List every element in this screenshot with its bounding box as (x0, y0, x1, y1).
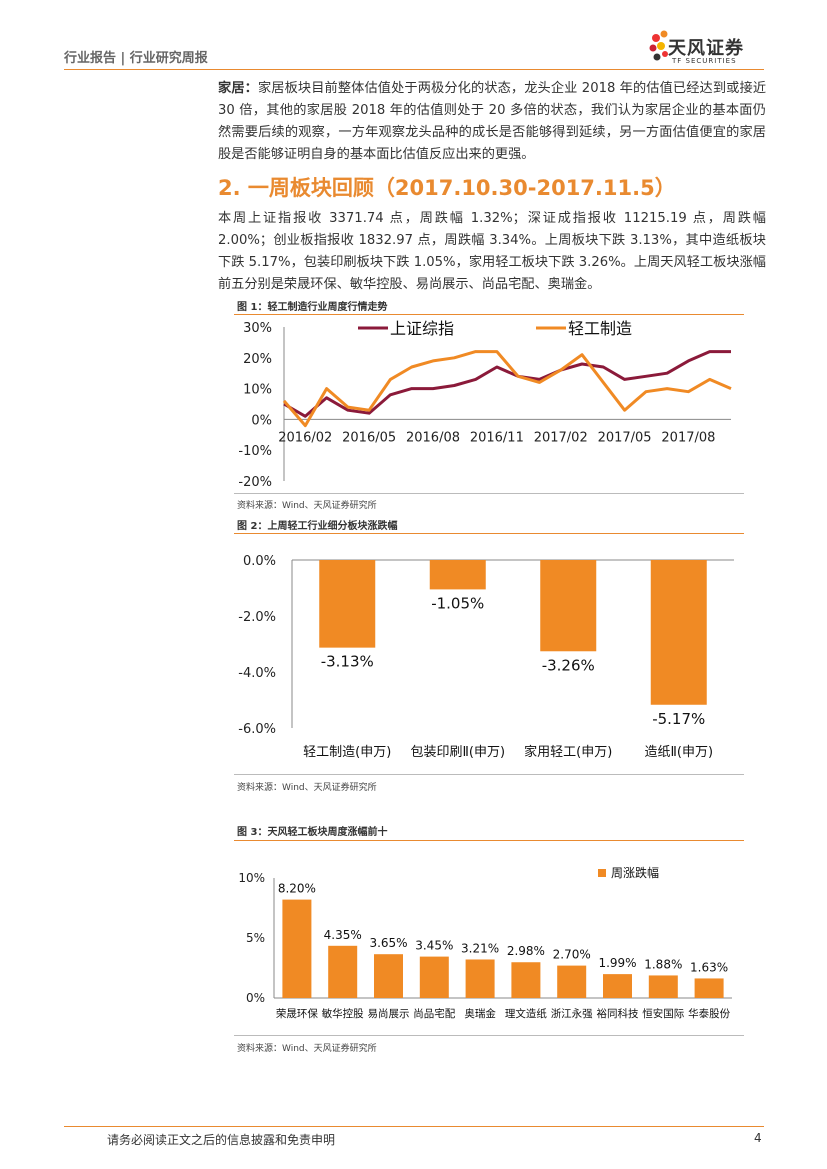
figure-1-title: 图 1：轻工制造行业周度行情走势 (237, 302, 388, 313)
x-category-label: 华泰股份 (688, 1007, 730, 1020)
intro-text: 家居板块目前整体估值处于两极分化的状态，龙头企业 2018 年的估值已经达到或接… (218, 81, 767, 162)
bar (319, 560, 376, 648)
data-label: 2.70% (553, 948, 591, 962)
x-category-label: 理文造纸 (505, 1007, 547, 1020)
data-label: 3.45% (415, 939, 453, 953)
bar (511, 962, 541, 998)
x-tick-label: 2017/02 (534, 430, 588, 445)
top-ten-bar-chart: 10% 5% 0% 8.20% 荣晟环保 4.35% 敏华控股 3.65% 易尚展示 3.45% 尚… (238, 865, 732, 1020)
data-label: -1.05% (431, 594, 484, 612)
footer-disclaimer: 请务必阅读正文之后的信息披露和免责申明 (107, 1133, 336, 1147)
figure-3-bottom-rule (234, 1035, 744, 1036)
x-category-label: 奥瑞金 (464, 1007, 496, 1020)
figure-3-source: 资料来源：Wind、天风证券研究所 (237, 1044, 377, 1054)
x-category-label: 家用轻工(申万) (524, 744, 612, 760)
y-tick-label: 0.0% (243, 554, 276, 569)
x-tick-label: 2017/05 (598, 430, 652, 445)
x-tick-label: 2016/11 (470, 430, 524, 445)
series-line-2 (282, 350, 732, 428)
legend-label: 轻工制造 (568, 319, 632, 338)
intro-paragraph: 家居：家居板块目前整体估值处于两极分化的状态，龙头企业 2018 年的估值已经达… (218, 78, 766, 166)
y-tick-label: 10% (243, 383, 272, 398)
header-divider (64, 69, 764, 70)
section-body: 本周上证指报收 3371.74 点，周跌幅 1.32%；深证成指报收 11215… (218, 211, 766, 292)
bar (557, 965, 587, 998)
x-category-label: 浙江永强 (551, 1007, 593, 1020)
legend-label: 上证综指 (390, 319, 454, 338)
y-tick-label: 30% (243, 321, 272, 336)
sector-bar-chart: 0.0% -2.0% -4.0% -6.0% -3.13% 轻工制造(申万) -1.05% 包… (238, 554, 734, 760)
figure-2-bottom-rule (234, 774, 744, 775)
line-chart: 30% 20% 10% 0% -10% -20% 2016/02 2016/05 2016/08… (238, 319, 732, 490)
legend-label: 周涨跌幅 (611, 865, 659, 880)
y-tick-label: 5% (246, 931, 265, 945)
x-category-label: 轻工制造(申万) (303, 745, 391, 760)
footer-divider (64, 1126, 764, 1127)
section-title: 2. 一周板块回顾（2017.10.30-2017.11.5） (218, 176, 676, 200)
x-tick-label: 2016/02 (278, 430, 332, 445)
x-category-label: 造纸Ⅱ(申万) (644, 745, 713, 760)
bar (694, 978, 724, 998)
x-tick-label: 2017/08 (661, 430, 715, 445)
page-number: 4 (754, 1131, 762, 1145)
figure-2-source: 资料来源：Wind、天风证券研究所 (237, 783, 377, 793)
bar (650, 560, 707, 705)
x-category-label: 荣晟环保 (276, 1007, 318, 1020)
bar (648, 975, 678, 998)
x-tick-label: 2016/08 (406, 430, 460, 445)
figure-3-title: 图 3：天风轻工板块周度涨幅前十 (237, 827, 388, 838)
y-tick-label: -6.0% (238, 722, 276, 737)
bar (374, 954, 403, 998)
y-tick-label: 10% (238, 871, 265, 885)
legend-swatch (598, 869, 606, 877)
bar (429, 560, 486, 590)
figure-2-title: 图 2：上周轻工行业细分板块涨跌幅 (237, 521, 398, 532)
figure-1-top-rule (234, 314, 744, 315)
bar (540, 560, 597, 652)
data-label: 4.35% (324, 928, 362, 942)
data-label: 1.88% (644, 957, 682, 971)
data-label: 3.65% (369, 936, 407, 950)
bar (328, 945, 358, 998)
x-category-label: 敏华控股 (322, 1007, 364, 1020)
y-tick-label: 20% (243, 352, 272, 367)
figure-1-bottom-rule (234, 493, 744, 494)
data-label: 8.20% (278, 882, 316, 896)
logo-name-en: TF SECURITIES (672, 57, 737, 65)
series-line-1 (283, 350, 731, 418)
logo-name-cn: 天风证券 (668, 38, 744, 59)
bar (419, 956, 449, 998)
figure-3-top-rule (234, 840, 744, 841)
bar (603, 974, 632, 998)
bar (282, 899, 312, 998)
data-label: 3.21% (461, 941, 499, 955)
data-label: 1.63% (690, 960, 728, 974)
report-breadcrumb: 行业报告 | 行业研究周报 (64, 51, 208, 66)
data-label: -3.26% (542, 656, 595, 674)
figure-1-source: 资料来源：Wind、天风证券研究所 (237, 501, 377, 511)
tf-securities-logo-icon (649, 30, 668, 61)
y-tick-label: -2.0% (238, 610, 276, 625)
x-tick-label: 2016/05 (342, 430, 396, 445)
data-label: 1.99% (598, 956, 636, 970)
x-category-label: 裕同科技 (597, 1007, 639, 1020)
bar (465, 959, 495, 998)
y-tick-label: -10% (238, 444, 272, 459)
x-category-label: 尚品宅配 (413, 1007, 455, 1020)
y-tick-label: 0% (246, 991, 265, 1005)
intro-label: 家居： (218, 81, 258, 96)
y-tick-label: 0% (251, 413, 272, 428)
figure-2-top-rule (234, 533, 744, 534)
x-category-label: 包装印刷Ⅱ(申万) (410, 745, 505, 760)
data-label: -5.17% (652, 710, 705, 728)
y-tick-label: -20% (238, 475, 272, 490)
data-label: 2.98% (507, 944, 545, 958)
x-category-label: 易尚展示 (368, 1007, 410, 1020)
x-category-label: 恒安国际 (642, 1007, 684, 1020)
data-label: -3.13% (321, 653, 374, 671)
y-tick-label: -4.0% (238, 666, 276, 681)
